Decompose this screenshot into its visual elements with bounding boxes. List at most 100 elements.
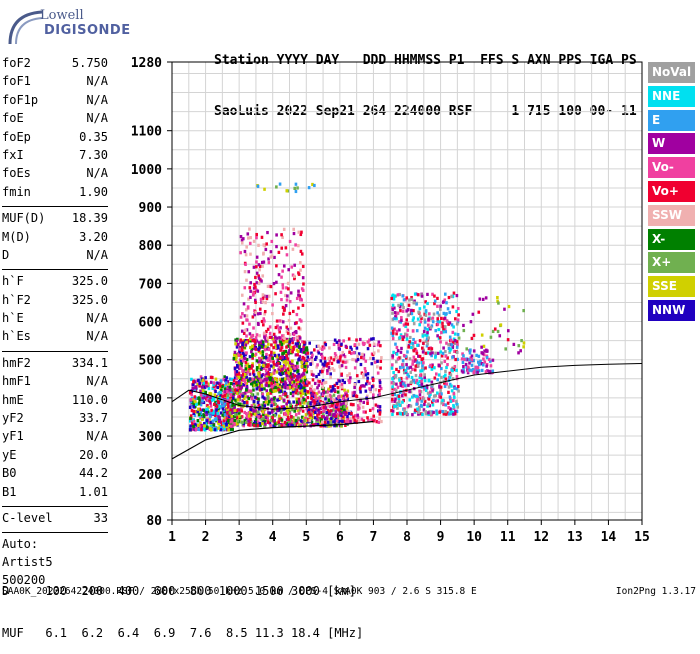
- echo-point: [272, 281, 276, 286]
- echo-point: [434, 329, 438, 333]
- echo-point: [450, 323, 454, 327]
- param-value: N/A: [86, 74, 108, 89]
- echo-point: [349, 376, 352, 380]
- echo-point: [318, 402, 321, 406]
- echo-point: [248, 421, 252, 425]
- echo-point: [259, 378, 263, 382]
- echo-point: [285, 354, 288, 358]
- echo-point: [230, 424, 233, 428]
- echo-point: [202, 415, 206, 419]
- echo-point: [399, 320, 403, 324]
- echo-point: [338, 339, 341, 343]
- echo-point: [257, 405, 260, 409]
- echo-point: [240, 355, 243, 359]
- echo-point: [303, 375, 306, 379]
- echo-point: [241, 321, 245, 325]
- echo-point: [262, 379, 265, 383]
- echo-point: [258, 422, 262, 426]
- echo-point: [222, 390, 226, 394]
- echo-point: [226, 421, 229, 425]
- echo-point: [357, 352, 361, 356]
- echo-point: [288, 373, 292, 377]
- param-key: MUF(D): [2, 211, 46, 226]
- echo-point: [259, 351, 263, 355]
- echo-point: [410, 312, 414, 316]
- param-row-clevel: C-level 33: [2, 511, 108, 529]
- echo-point: [260, 360, 264, 364]
- param-key: hmF1: [2, 374, 31, 389]
- echo-point: [248, 332, 252, 336]
- echo-point: [409, 380, 413, 384]
- echo-point: [227, 423, 231, 428]
- echo-point: [298, 401, 302, 405]
- echo-point: [393, 399, 397, 403]
- echo-point: [313, 388, 316, 392]
- echo-point: [402, 368, 406, 373]
- echo-point: [299, 379, 303, 383]
- echo-point: [424, 339, 428, 343]
- echo-point: [265, 381, 268, 385]
- echo-point: [226, 380, 230, 384]
- echo-point: [252, 400, 256, 404]
- echo-point: [292, 418, 296, 422]
- x-tick-label: 12: [533, 530, 549, 545]
- echo-point: [314, 394, 317, 398]
- echo-point: [189, 416, 192, 421]
- echo-point: [295, 400, 299, 404]
- echo-point: [201, 381, 204, 385]
- echo-point: [448, 310, 452, 315]
- echo-point: [213, 393, 217, 397]
- echo-point: [431, 403, 435, 407]
- echo-point: [399, 412, 403, 416]
- param-value: 33.7: [79, 411, 108, 426]
- echo-point: [397, 303, 400, 307]
- echo-point: [496, 295, 499, 300]
- echo-point: [462, 354, 465, 358]
- legend-item-x: X+: [648, 252, 695, 274]
- echo-point: [277, 346, 280, 350]
- echo-point: [379, 366, 382, 370]
- echo-point: [257, 274, 260, 278]
- echo-point: [422, 397, 426, 401]
- echo-point: [417, 410, 420, 415]
- echo-point: [200, 379, 203, 383]
- echo-point: [445, 382, 449, 386]
- param-row-foe: foE N/A: [2, 111, 108, 129]
- echo-point: [341, 419, 344, 423]
- echo-point: [249, 379, 252, 383]
- echo-point: [267, 342, 270, 346]
- echo-point: [448, 382, 452, 386]
- echo-point: [213, 428, 217, 432]
- echo-point: [398, 403, 402, 407]
- echo-point: [228, 396, 232, 400]
- echo-point: [440, 354, 444, 358]
- x-tick-label: 1: [168, 530, 176, 545]
- echo-point: [262, 366, 266, 370]
- echo-point: [269, 359, 272, 363]
- echo-point: [205, 410, 208, 414]
- echo-point: [250, 364, 254, 368]
- echo-point: [300, 287, 304, 291]
- panel-divider: [2, 206, 108, 208]
- echo-point: [317, 410, 321, 414]
- echo-point: [422, 341, 425, 345]
- echo-point: [340, 364, 344, 368]
- echo-point: [303, 386, 306, 390]
- echo-point: [450, 389, 454, 393]
- echo-point: [216, 411, 220, 416]
- echo-point: [366, 401, 369, 406]
- echo-point: [269, 418, 273, 423]
- echo-point: [468, 361, 471, 365]
- echo-point: [311, 353, 314, 357]
- echo-point: [238, 402, 242, 406]
- echo-point: [300, 384, 303, 388]
- echo-point: [267, 261, 271, 265]
- echo-point: [417, 412, 420, 416]
- echo-point: [220, 401, 224, 405]
- echo-point: [257, 263, 261, 267]
- echo-point: [331, 385, 335, 389]
- echo-point: [313, 401, 317, 405]
- echo-point: [303, 423, 306, 427]
- echo-point: [469, 320, 473, 324]
- echo-point: [286, 331, 290, 335]
